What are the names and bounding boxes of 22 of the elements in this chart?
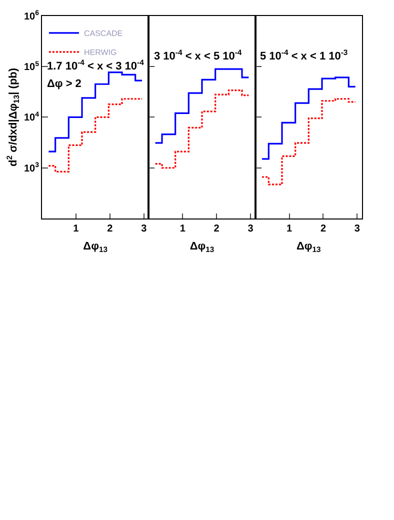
x-axis-title: Δφ$_{13}$ [83,240,108,254]
x-tick-label: 1 [286,224,292,235]
x-tick-label: 2 [107,224,114,235]
x-tick-label: 3 [354,224,360,235]
x-tick-label: 1 [73,224,80,235]
x-axis-title: Δφ$_{13}$ [190,240,214,254]
x-tick-label: 3 [141,224,148,235]
x-axis-title: Δφ$_{13}$ [296,240,321,254]
legend-label: CASCADE [84,29,123,38]
y-tick-label: 10$^{6}$ [24,10,40,22]
annotation: 5 10$^{-4}$ < x < 1 10$^{-3}$ [260,48,348,63]
x-tick-label: 2 [214,224,220,235]
x-tick-label: 1 [180,224,186,235]
legend-label: HERWIG [84,48,117,58]
annotation: Δφ > 2 [47,78,82,90]
x-tick-label: 3 [248,224,254,235]
y-tick-label: 10$^{5}$ [24,60,40,74]
y-tick-label: 10$^{3}$ [24,162,40,174]
x-tick-label: 2 [320,224,326,235]
y-tick-label: 10$^{4}$ [24,112,40,124]
annotation: 1.7 10$^{-4}$ < x < 3 10$^{-4}$ [47,58,145,73]
annotation: 3 10$^{-4}$ < x < 5 10$^{-4}$ [154,48,242,63]
